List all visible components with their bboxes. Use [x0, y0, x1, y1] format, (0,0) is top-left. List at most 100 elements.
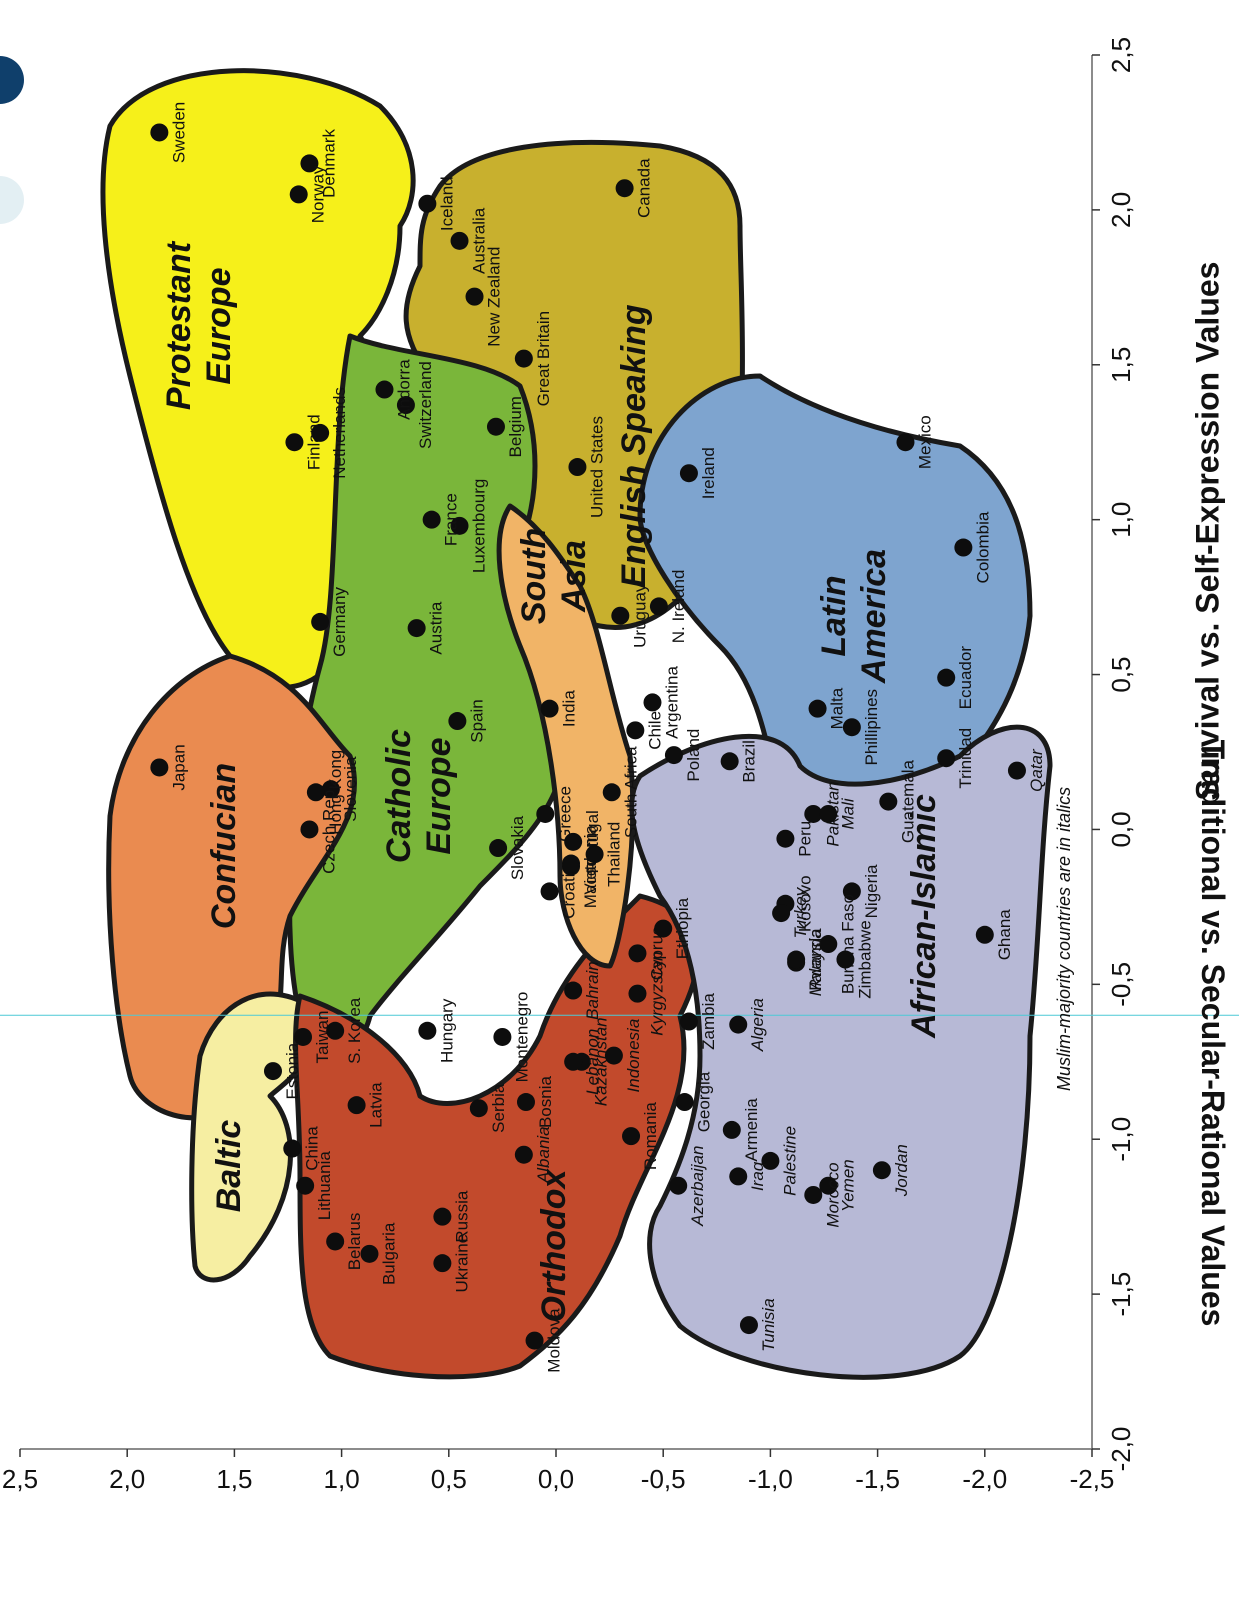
- data-point: [772, 904, 791, 923]
- data-point: [465, 287, 484, 306]
- country-label: United States: [587, 416, 606, 518]
- region-label-text: Latin: [815, 575, 853, 656]
- y-tick-label: 1,5: [216, 1464, 252, 1494]
- data-point: [321, 780, 340, 799]
- y-tick-label: -2,0: [962, 1464, 1007, 1494]
- data-point: [564, 832, 583, 851]
- country-label: Burkina Faso: [838, 894, 857, 994]
- data-point: [729, 1167, 748, 1186]
- data-point: [469, 1099, 488, 1118]
- data-point: [150, 758, 169, 777]
- rotated-plot: -2,0-1,5-1,0-0,50,00,51,01,52,02,5-2,5-2…: [0, 37, 1239, 1494]
- data-point: [669, 1176, 688, 1195]
- country-label: Uruguay: [630, 583, 649, 648]
- data-point: [679, 1012, 698, 1031]
- data-point: [675, 1093, 694, 1112]
- data-point: [787, 950, 806, 969]
- data-point: [562, 854, 581, 873]
- country-label: Czech Rep.: [319, 785, 338, 874]
- logo-icon: [0, 56, 24, 224]
- data-point: [311, 612, 330, 631]
- x-tick-label: -2,0: [1106, 1427, 1136, 1472]
- country-label: India: [560, 690, 579, 727]
- region-label-text: English Speaking: [615, 304, 653, 588]
- data-point: [418, 194, 437, 213]
- country-label: Japan: [169, 744, 188, 790]
- data-point: [311, 423, 330, 442]
- country-label: Moldova: [545, 1308, 564, 1373]
- data-point: [514, 1145, 533, 1164]
- country-label: Palestine: [780, 1126, 799, 1196]
- data-point: [540, 699, 559, 718]
- data-point: [568, 458, 587, 477]
- country-label: Slovakia: [508, 815, 527, 880]
- country-label: Guatemala: [898, 759, 917, 843]
- country-label: Greece: [555, 786, 574, 842]
- data-point: [326, 1021, 345, 1040]
- data-point: [448, 712, 467, 731]
- country-label: Albania: [534, 1126, 553, 1184]
- region-label-text: Europe: [200, 267, 238, 384]
- region-label-text: America: [855, 549, 893, 684]
- country-label: Malta: [828, 687, 847, 729]
- data-point: [300, 154, 319, 173]
- country-label: Hungary: [437, 998, 456, 1063]
- data-point: [819, 935, 838, 954]
- data-point: [525, 1331, 544, 1350]
- data-point: [739, 1316, 758, 1335]
- region-label-text: Confucian: [205, 763, 243, 929]
- data-point: [493, 1027, 512, 1046]
- x-tick-label: 0,0: [1106, 811, 1136, 847]
- country-label: Lebanon: [583, 1029, 602, 1095]
- data-point: [804, 1185, 823, 1204]
- region-baltic: [189, 991, 318, 1283]
- data-point: [585, 845, 604, 864]
- country-label: Spain: [467, 699, 486, 742]
- region-label-text: South: [515, 528, 553, 624]
- region-label-text: Catholic: [380, 729, 418, 863]
- y-tick-label: -1,5: [855, 1464, 900, 1494]
- x-tick-label: -0,5: [1106, 962, 1136, 1007]
- country-label: Indonesia: [624, 1019, 643, 1093]
- y-tick-label: 2,5: [2, 1464, 38, 1494]
- country-label: Yemen: [838, 1159, 857, 1212]
- country-label: Serbia: [489, 1083, 508, 1133]
- country-label: Denmark: [319, 128, 338, 197]
- data-point: [842, 718, 861, 737]
- data-point: [761, 1151, 780, 1170]
- data-point: [294, 1027, 313, 1046]
- data-point: [564, 981, 583, 1000]
- country-label: Netherlands: [330, 387, 349, 479]
- axes: -2,0-1,5-1,0-0,50,00,51,01,52,02,5-2,5-2…: [0, 37, 1239, 1494]
- data-point: [564, 1052, 583, 1071]
- data-point: [896, 433, 915, 452]
- data-point: [326, 1232, 345, 1251]
- country-label: Ethiopia: [673, 897, 692, 959]
- data-point: [540, 882, 559, 901]
- data-point: [819, 1176, 838, 1195]
- country-label: Colombia: [973, 511, 992, 583]
- data-point: [611, 606, 630, 625]
- x-tick-label: 1,0: [1106, 502, 1136, 538]
- data-point: [872, 1161, 891, 1180]
- country-label: Georgia: [695, 1071, 714, 1132]
- country-label: Bosnia: [536, 1076, 555, 1129]
- country-label: Russia: [452, 1190, 471, 1243]
- data-point: [514, 349, 533, 368]
- country-label: Turkey: [791, 886, 810, 938]
- country-label: Chile: [645, 711, 664, 750]
- country-label: Morocco: [823, 1162, 842, 1227]
- y-tick-label: 0,5: [431, 1464, 467, 1494]
- country-label: Finland: [304, 414, 323, 470]
- data-point: [654, 919, 673, 938]
- data-point: [347, 1096, 366, 1115]
- country-label: Kazakhstan: [592, 1017, 611, 1106]
- country-label: S. Korea: [345, 997, 364, 1064]
- data-point: [300, 820, 319, 839]
- country-label: Zambia: [699, 993, 718, 1050]
- region-label-text: African-Islamic: [905, 794, 943, 1039]
- region-label-text: Orthodox: [535, 1167, 573, 1322]
- data-point: [604, 1046, 623, 1065]
